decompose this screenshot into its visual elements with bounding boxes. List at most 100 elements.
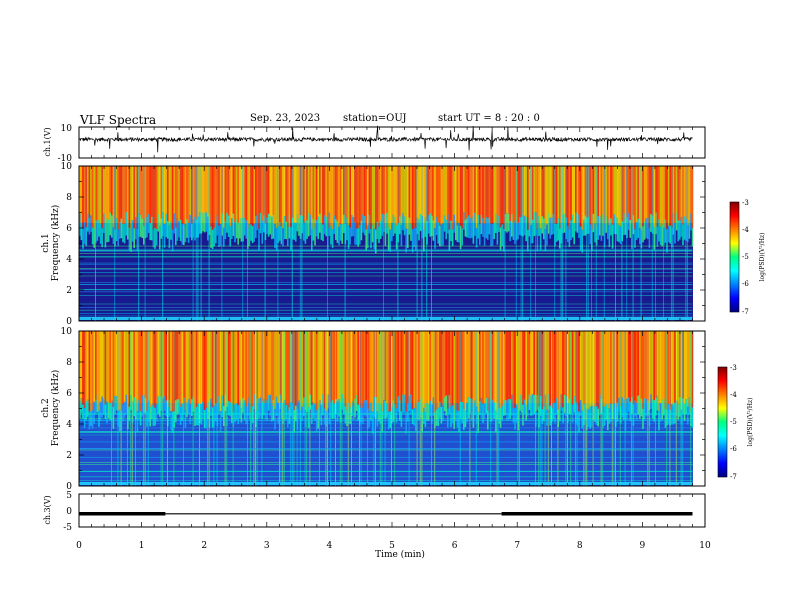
spectro-column-high [328,331,331,409]
spectro-column-mid [480,397,483,419]
ch1-spectrogram-cells [79,166,694,321]
spectro-column-high [384,166,387,228]
spectro-column-high [551,166,553,218]
spectro-column-high [79,166,81,214]
spectro-column-high [271,166,273,217]
ch2-spec-ytick-4: 4 [66,420,72,430]
spectro-column-high [362,331,364,408]
spectro-column-mid [472,406,475,428]
spectro-column-high [237,331,239,406]
spectro-column-high [426,331,428,403]
spectro-column-high [616,331,619,403]
spectro-column-high [395,331,398,409]
spectro-column-high [645,166,647,219]
spectro-column-mid [525,217,527,242]
spectro-column-high [240,166,243,218]
spectro-column-high [290,166,292,227]
spectro-column-high [319,166,321,214]
spectro-burst [309,331,311,486]
spectro-column-mid [114,395,116,414]
spectro-column-mid [506,213,508,233]
spectro-column-mid [639,227,641,244]
spectro-column-mid [538,215,540,236]
spectro-column-high [343,166,345,215]
spectro-column-high [488,166,491,218]
spectro-column-high [296,166,299,215]
spectro-column-mid [499,227,502,251]
spectro-column-mid [368,410,371,427]
spectro-column-high [387,166,390,227]
spectro-column-mid [293,222,295,240]
spectro-column-high [637,331,639,396]
spectro-column-mid [175,400,177,423]
spectro-column-mid [234,221,236,243]
spectro-burst [144,331,146,486]
spectro-column-high [115,166,118,218]
spectro-column-mid [581,229,583,253]
spectro-column-mid [152,406,155,427]
spectro-column-mid [579,400,582,417]
spectro-column-high [255,166,257,216]
spectro-column-high [471,331,473,399]
spectro-column-mid [378,402,380,422]
spectro-column-high [579,166,582,227]
ch1-panel: 10 -10 ch.1(V) [43,124,706,164]
spectro-column-mid [411,229,414,253]
spectro-column-high [344,331,347,407]
spectro-burst [544,331,546,486]
spectro-column-mid [155,229,158,246]
ch1-spec-ytick-4: 4 [66,255,72,265]
spectro-column-mid [629,401,631,422]
spectro-column-mid [677,404,679,420]
spectro-column-high [573,331,575,397]
spectro-column-high [407,331,409,404]
spectro-burst [208,166,210,321]
spectro-burst [299,166,301,321]
spectro-column-high [386,331,388,404]
spectro-column-mid [264,402,267,419]
spectro-column-high [181,331,183,404]
spectro-column-mid [266,217,268,234]
spectro-burst [671,166,672,321]
spectro-column-high [688,331,691,398]
spectro-column-high [264,331,267,403]
spectro-column-high [408,166,411,218]
spectro-column-high [101,166,103,229]
xtick-5: 5 [389,541,395,551]
spectro-column-high [371,331,374,412]
spectro-column-mid [677,220,679,242]
spectro-column-high [93,331,95,402]
spectro-column-high [287,166,289,228]
spectro-column-high [555,331,558,398]
ch2-cbar-tick-m5: -5 [730,418,737,426]
spectro-column-high [224,166,227,222]
spectro-column-mid [261,220,263,244]
spectro-column-mid [659,403,662,422]
spectro-column-high [514,331,516,408]
spectro-column-high [642,166,644,227]
spectro-column-high [461,166,463,229]
spectro-column-mid [578,411,580,433]
spectro-column-high [235,331,238,404]
spectro-column-high [650,166,652,215]
spectro-column-high [475,166,478,229]
spectro-column-mid [207,216,209,241]
spectro-column-mid [439,401,441,419]
spectro-column-mid [648,227,651,248]
spectro-column-mid [503,400,505,416]
spectro-column-high [123,166,126,225]
spectro-column-high [267,331,270,395]
spectro-column-high [357,331,359,405]
spectro-column-high [295,166,297,223]
spectro-column-high [363,331,366,401]
spectro-column-high [530,331,532,396]
spectro-burst [319,331,320,486]
spectro-column-mid [213,227,215,247]
spectro-column-mid [651,399,654,419]
spectro-column-high [122,166,124,224]
spectro-column-high [195,331,198,407]
spectro-column-mid [643,221,646,240]
spectro-column-high [154,166,156,228]
spectro-column-high [467,331,470,397]
spectro-column-mid [691,407,694,428]
